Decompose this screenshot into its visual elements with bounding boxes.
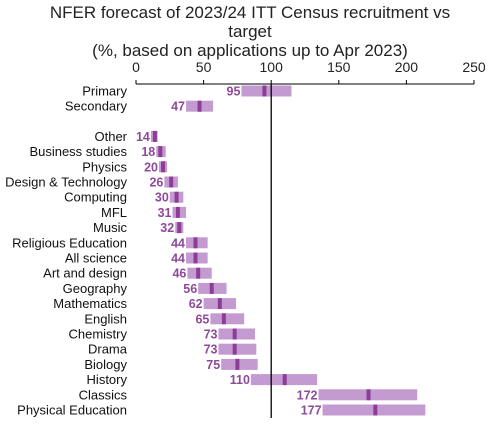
data-label: 95 [227, 85, 241, 99]
category-label: Religious Education [12, 235, 127, 250]
category-label: History [87, 372, 128, 387]
data-label: 75 [206, 358, 220, 372]
category-label: Geography [63, 281, 128, 296]
category-label: Chemistry [68, 327, 127, 342]
data-label: 31 [158, 206, 172, 220]
category-label: Physics [82, 159, 127, 174]
estimate-marker [373, 404, 378, 416]
estimate-marker [174, 191, 179, 203]
category-label: Mathematics [53, 296, 127, 311]
x-tick-label: 0 [132, 59, 140, 75]
data-label: 65 [195, 312, 209, 326]
data-label: 73 [204, 328, 218, 342]
data-label: 18 [141, 145, 155, 159]
data-label: 30 [155, 191, 169, 205]
estimate-marker [193, 237, 198, 249]
estimate-marker [169, 176, 174, 188]
x-tick-label: 100 [260, 59, 284, 75]
estimate-marker [175, 206, 180, 218]
estimate-marker [235, 358, 240, 370]
estimate-marker [366, 389, 371, 401]
category-label: Secondary [65, 99, 128, 114]
estimate-marker [197, 100, 202, 112]
estimate-marker [262, 85, 267, 97]
estimate-marker [152, 130, 157, 142]
data-label: 26 [149, 176, 163, 190]
chart-title-line-2: target [228, 22, 272, 41]
category-label: All science [65, 251, 127, 266]
data-label: 47 [171, 100, 185, 114]
estimate-marker [161, 161, 166, 173]
data-label: 73 [204, 343, 218, 357]
chart-title-line-1: NFER forecast of 2023/24 ITT Census recr… [49, 3, 451, 22]
range-bar [221, 358, 258, 370]
category-label: English [84, 311, 127, 326]
category-label: Computing [64, 190, 127, 205]
estimate-marker [232, 328, 237, 340]
range-bar [218, 343, 257, 355]
estimate-marker [221, 313, 226, 325]
estimate-marker [193, 252, 198, 264]
category-label: Business studies [29, 144, 127, 159]
range-bar [210, 313, 245, 325]
category-label: Primary [82, 84, 127, 99]
data-label: 14 [136, 130, 150, 144]
data-label: 110 [230, 373, 250, 387]
data-label: 44 [171, 236, 185, 250]
range-bar [218, 328, 255, 340]
x-tick-label: 150 [327, 59, 351, 75]
data-label: 172 [297, 388, 318, 402]
category-label: Physical Education [17, 403, 127, 418]
estimate-marker [196, 267, 201, 279]
estimate-marker [177, 222, 182, 234]
data-label: 32 [160, 221, 174, 235]
data-label: 177 [301, 404, 322, 418]
estimate-marker [158, 146, 163, 158]
data-label: 44 [171, 252, 185, 266]
x-tick-label: 250 [462, 59, 486, 75]
category-label: Art and design [43, 266, 127, 281]
estimate-marker [232, 343, 237, 355]
category-label: Drama [88, 342, 128, 357]
range-bar [241, 85, 292, 97]
x-tick-label: 50 [196, 59, 212, 75]
estimate-marker [217, 298, 222, 310]
category-label: MFL [101, 205, 127, 220]
x-tick-label: 200 [395, 59, 419, 75]
category-label: Design & Technology [5, 175, 127, 190]
estimate-marker [209, 282, 214, 294]
data-label: 62 [189, 297, 203, 311]
chart-subtitle: (%, based on applications up to Apr 2023… [92, 41, 408, 60]
category-label: Classics [79, 387, 128, 402]
data-label: 46 [172, 267, 186, 281]
category-label: Music [93, 220, 127, 235]
category-label: Biology [84, 357, 127, 372]
category-label: Other [94, 129, 127, 144]
data-label: 20 [144, 160, 158, 174]
estimate-marker [282, 374, 287, 386]
data-label: 56 [183, 282, 197, 296]
